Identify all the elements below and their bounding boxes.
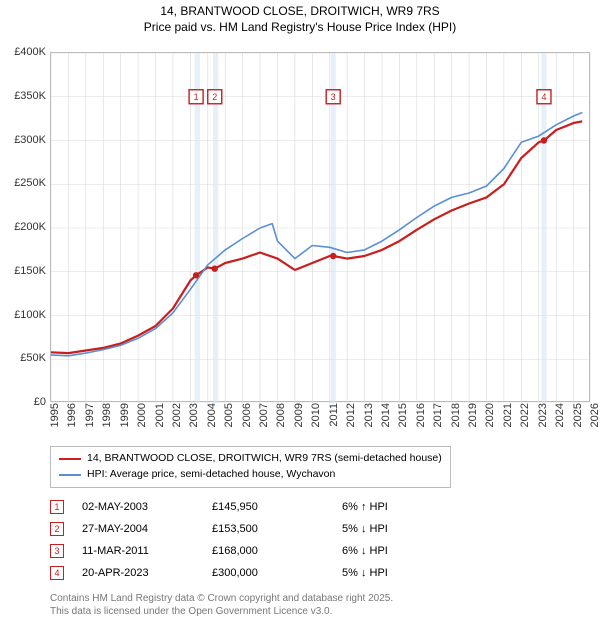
- y-tick-label: £50K: [0, 352, 46, 364]
- y-tick-label: £350K: [0, 90, 46, 102]
- y-tick-label: £400K: [0, 46, 46, 58]
- marker-price: £153,500: [212, 523, 342, 535]
- x-tick-label: 2025: [572, 403, 576, 427]
- x-tick-label: 2016: [415, 403, 419, 427]
- x-tick-label: 2017: [432, 403, 436, 427]
- marker-diff: 6% ↓ HPI: [342, 545, 422, 557]
- footer-attribution: Contains HM Land Registry data © Crown c…: [50, 592, 393, 618]
- x-tick-label: 1996: [66, 403, 70, 427]
- y-tick-label: £250K: [0, 177, 46, 189]
- chart-container: { "title_line1": "14, BRANTWOOD CLOSE, D…: [0, 4, 600, 624]
- x-tick-label: 2014: [380, 403, 384, 427]
- svg-text:4: 4: [541, 92, 546, 102]
- footer-line2: This data is licensed under the Open Gov…: [50, 605, 393, 618]
- svg-text:1: 1: [194, 92, 199, 102]
- marker-date: 20-APR-2023: [82, 567, 212, 579]
- x-tick-label: 2005: [223, 403, 227, 427]
- x-tick-label: 2021: [502, 403, 506, 427]
- x-tick-label: 2000: [136, 403, 140, 427]
- y-tick-label: £100K: [0, 309, 46, 321]
- legend-item: HPI: Average price, semi-detached house,…: [59, 467, 442, 483]
- y-tick-label: £0: [0, 396, 46, 408]
- x-tick-label: 1995: [49, 403, 53, 427]
- x-tick-label: 2026: [589, 403, 593, 427]
- svg-text:2: 2: [212, 92, 217, 102]
- marker-diff: 5% ↓ HPI: [342, 567, 422, 579]
- marker-row: 4 20-APR-2023£300,0005% ↓ HPI: [50, 562, 422, 584]
- marker-date: 27-MAY-2004: [82, 523, 212, 535]
- x-tick-label: 2013: [363, 403, 367, 427]
- x-tick-label: 2003: [188, 403, 192, 427]
- x-tick-label: 1999: [119, 403, 123, 427]
- marker-price: £168,000: [212, 545, 342, 557]
- marker-badge: 3: [50, 544, 64, 558]
- title-line2: Price paid vs. HM Land Registry's House …: [0, 20, 600, 36]
- legend-swatch: [59, 474, 81, 476]
- marker-diff: 6% ↑ HPI: [342, 501, 422, 513]
- x-tick-label: 2006: [241, 403, 245, 427]
- x-tick-label: 2011: [328, 403, 332, 427]
- plot-area: 1234 19951996199719981999200020012002200…: [50, 52, 590, 402]
- marker-row: 3 11-MAR-2011£168,0006% ↓ HPI: [50, 540, 422, 562]
- x-tick-label: 2022: [519, 403, 523, 427]
- legend-item: 14, BRANTWOOD CLOSE, DROITWICH, WR9 7RS …: [59, 451, 442, 467]
- marker-date: 11-MAR-2011: [82, 545, 212, 557]
- title-line1: 14, BRANTWOOD CLOSE, DROITWICH, WR9 7RS: [0, 4, 600, 20]
- y-tick-label: £150K: [0, 265, 46, 277]
- x-tick-label: 1998: [101, 403, 105, 427]
- x-tick-label: 2019: [467, 403, 471, 427]
- marker-badge: 1: [50, 500, 64, 514]
- x-tick-label: 2015: [397, 403, 401, 427]
- marker-badge: 4: [50, 566, 64, 580]
- x-tick-label: 2001: [154, 403, 158, 427]
- x-tick-label: 2010: [310, 403, 314, 427]
- x-tick-label: 2018: [450, 403, 454, 427]
- x-tick-label: 2023: [537, 403, 541, 427]
- marker-date: 02-MAY-2003: [82, 501, 212, 513]
- y-tick-label: £200K: [0, 221, 46, 233]
- x-tick-label: 2002: [171, 403, 175, 427]
- x-tick-label: 2012: [345, 403, 349, 427]
- marker-price: £300,000: [212, 567, 342, 579]
- y-tick-label: £300K: [0, 134, 46, 146]
- marker-badge: 2: [50, 522, 64, 536]
- x-tick-label: 2007: [258, 403, 262, 427]
- plot-svg: 1 2 3 4: [51, 53, 591, 403]
- x-tick-label: 2020: [484, 403, 488, 427]
- markers-table: 1 02-MAY-2003£145,9506% ↑ HPI 2 27-MAY-2004…: [50, 496, 422, 584]
- x-tick-label: 2009: [293, 403, 297, 427]
- marker-price: £145,950: [212, 501, 342, 513]
- legend-swatch: [59, 458, 81, 460]
- legend: 14, BRANTWOOD CLOSE, DROITWICH, WR9 7RS …: [50, 446, 451, 488]
- x-tick-label: 2024: [554, 403, 558, 427]
- marker-diff: 5% ↓ HPI: [342, 523, 422, 535]
- marker-row: 1 02-MAY-2003£145,9506% ↑ HPI: [50, 496, 422, 518]
- x-tick-label: 2008: [275, 403, 279, 427]
- legend-label: HPI: Average price, semi-detached house,…: [87, 467, 335, 483]
- footer-line1: Contains HM Land Registry data © Crown c…: [50, 592, 393, 605]
- x-tick-label: 1997: [84, 403, 88, 427]
- svg-text:3: 3: [331, 92, 336, 102]
- x-tick-label: 2004: [206, 403, 210, 427]
- marker-row: 2 27-MAY-2004£153,5005% ↓ HPI: [50, 518, 422, 540]
- legend-label: 14, BRANTWOOD CLOSE, DROITWICH, WR9 7RS …: [87, 451, 442, 467]
- chart-title: 14, BRANTWOOD CLOSE, DROITWICH, WR9 7RS …: [0, 4, 600, 35]
